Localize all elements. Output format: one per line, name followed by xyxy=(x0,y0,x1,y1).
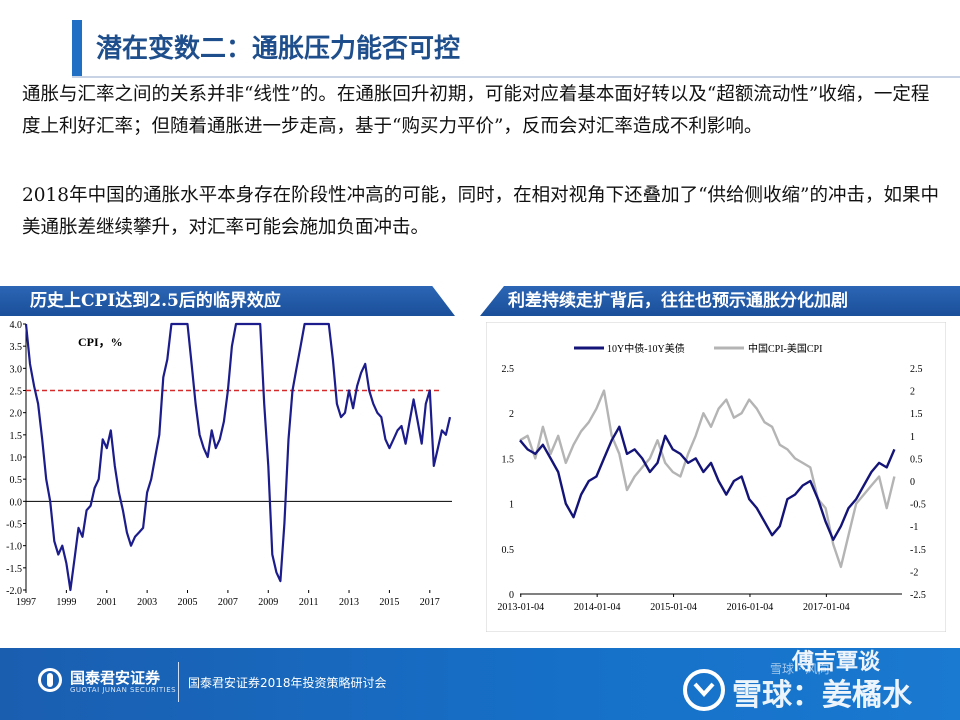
cpi-plot-area xyxy=(26,324,452,590)
cpi-y-tick-label: -1.5 xyxy=(6,564,22,575)
cpi-x-tick-label: 2013 xyxy=(339,597,359,608)
title-divider xyxy=(72,76,960,78)
spread-x-tick-label: 2014-01-04 xyxy=(574,602,621,613)
spread-left-tick-label: 0.5 xyxy=(502,545,515,556)
cpi-y-tick-label: 1.5 xyxy=(10,431,23,442)
spread-x-tick-label: 2016-01-04 xyxy=(727,602,774,613)
spread-right-tick-label: 0.5 xyxy=(910,454,923,465)
spread-left-tick-label: 2 xyxy=(509,409,514,420)
spread-right-tick-label: -1.5 xyxy=(910,545,926,556)
cpi-y-tick-label: 0.5 xyxy=(10,475,23,486)
spread-x-tick-label: 2017-01-04 xyxy=(803,602,850,613)
cpi-y-tick-label: 0.0 xyxy=(10,497,23,508)
footer-event: 国泰君安证券2018年投资策略研讨会 xyxy=(188,676,387,690)
cpi-x-tick-label: 2007 xyxy=(218,597,238,608)
cpi-y-tick-label: 4.0 xyxy=(10,320,23,331)
cpi-y-tick-label: -1.0 xyxy=(6,542,22,553)
watermark-main: 雪球：姜橘水 xyxy=(732,678,912,713)
paragraph-2: 2018年中国的通胀水平本身存在阶段性冲高的可能，同时，在相对视角下还叠加了“供… xyxy=(22,185,940,238)
cpi-x-tick-label: 2017 xyxy=(420,597,440,608)
spread-right-tick-label: -1 xyxy=(910,522,918,533)
spread-right-tick-label: 0 xyxy=(910,477,915,488)
spread-right-tick-label: 1 xyxy=(910,432,915,443)
cpi-y-tick-label: 2.5 xyxy=(10,387,23,398)
bond-spread-series-line xyxy=(519,425,896,542)
paragraph-1: 通胀与汇率之间的关系并非“线性”的。在通胀回升初期，可能对应着基本面好转以及“超… xyxy=(22,84,930,137)
spread-right-tick-label: 2 xyxy=(910,387,915,398)
watermark-small: 雪球 · 风向 xyxy=(770,662,830,676)
cpi-y-tick-label: -2.0 xyxy=(6,586,22,597)
spread-right-tick-label: 1.5 xyxy=(910,409,923,420)
cpi-series-line xyxy=(24,322,452,592)
cpi-x-tick-label: 1997 xyxy=(16,597,36,608)
cpi-x-tick-label: 2009 xyxy=(258,597,278,608)
legend-label-bond-spread: 10Y中债-10Y美债 xyxy=(607,342,685,355)
spread-chart: 2.5 2 1.5 1 0.5 0 2.5 2 1.5 1 0.5 0 -0.5 -1 -1.5 -2 -2.5… xyxy=(486,322,946,632)
cpi-y-tick-label: 3.5 xyxy=(10,342,23,353)
left-chart-header: 历史上CPI达到2.5后的临界效应 xyxy=(0,286,455,316)
cpi-y-tick-label: 2.0 xyxy=(10,409,23,420)
spread-left-tick-label: 0 xyxy=(509,590,514,601)
cpi-legend-label: CPI，% xyxy=(78,335,123,349)
cpi-chart: 4.0 3.5 3.0 2.5 2.0 1.5 1.0 0.5 0.0 -0.5 -1.0 -1.5 -… xyxy=(6,320,452,608)
right-chart-header: 利差持续走扩背后，往往也预示通胀分化加剧 xyxy=(480,286,960,316)
spread-right-tick-label: -2.5 xyxy=(910,590,926,601)
cpi-y-tick-label: 3.0 xyxy=(10,364,23,375)
spread-x-tick-label: 2013-01-04 xyxy=(497,602,544,613)
page-title: 潜在变数二：通胀压力能否可控 xyxy=(96,34,461,64)
footer-brand-en: GUOTAI JUNAN SECURITIES xyxy=(70,686,177,694)
footer-brand: 国泰君安证券 xyxy=(70,669,161,687)
footer-divider xyxy=(178,662,179,702)
spread-right-tick-label: -2 xyxy=(910,567,918,578)
gtja-logo-icon xyxy=(38,668,62,692)
cpi-y-tick-label: 1.0 xyxy=(10,453,23,464)
spread-x-tick-label: 2015-01-04 xyxy=(650,602,697,613)
legend-label-cpi-diff: 中国CPI-美国CPI xyxy=(748,342,822,355)
spread-left-tick-label: 1 xyxy=(509,500,514,511)
cpi-y-tick-label: -0.5 xyxy=(6,520,22,531)
spread-left-tick-label: 1.5 xyxy=(502,454,515,465)
snowball-logo-icon xyxy=(683,669,725,711)
title-accent-bar xyxy=(72,20,82,76)
cpi-x-tick-label: 2003 xyxy=(137,597,157,608)
cpi-x-tick-label: 2015 xyxy=(379,597,399,608)
cpi-x-tick-label: 2001 xyxy=(97,597,117,608)
watermark-wechat: 傅吉覃谈 xyxy=(792,650,881,675)
cpi-x-tick-label: 2011 xyxy=(299,597,319,608)
spread-left-tick-label: 2.5 xyxy=(502,364,515,375)
cpi-x-tick-label: 2005 xyxy=(178,597,198,608)
cpi-x-tick-label: 1999 xyxy=(56,597,76,608)
footer-bar xyxy=(0,648,960,720)
spread-right-tick-label: 2.5 xyxy=(910,364,923,375)
spread-right-tick-label: -0.5 xyxy=(910,500,926,511)
